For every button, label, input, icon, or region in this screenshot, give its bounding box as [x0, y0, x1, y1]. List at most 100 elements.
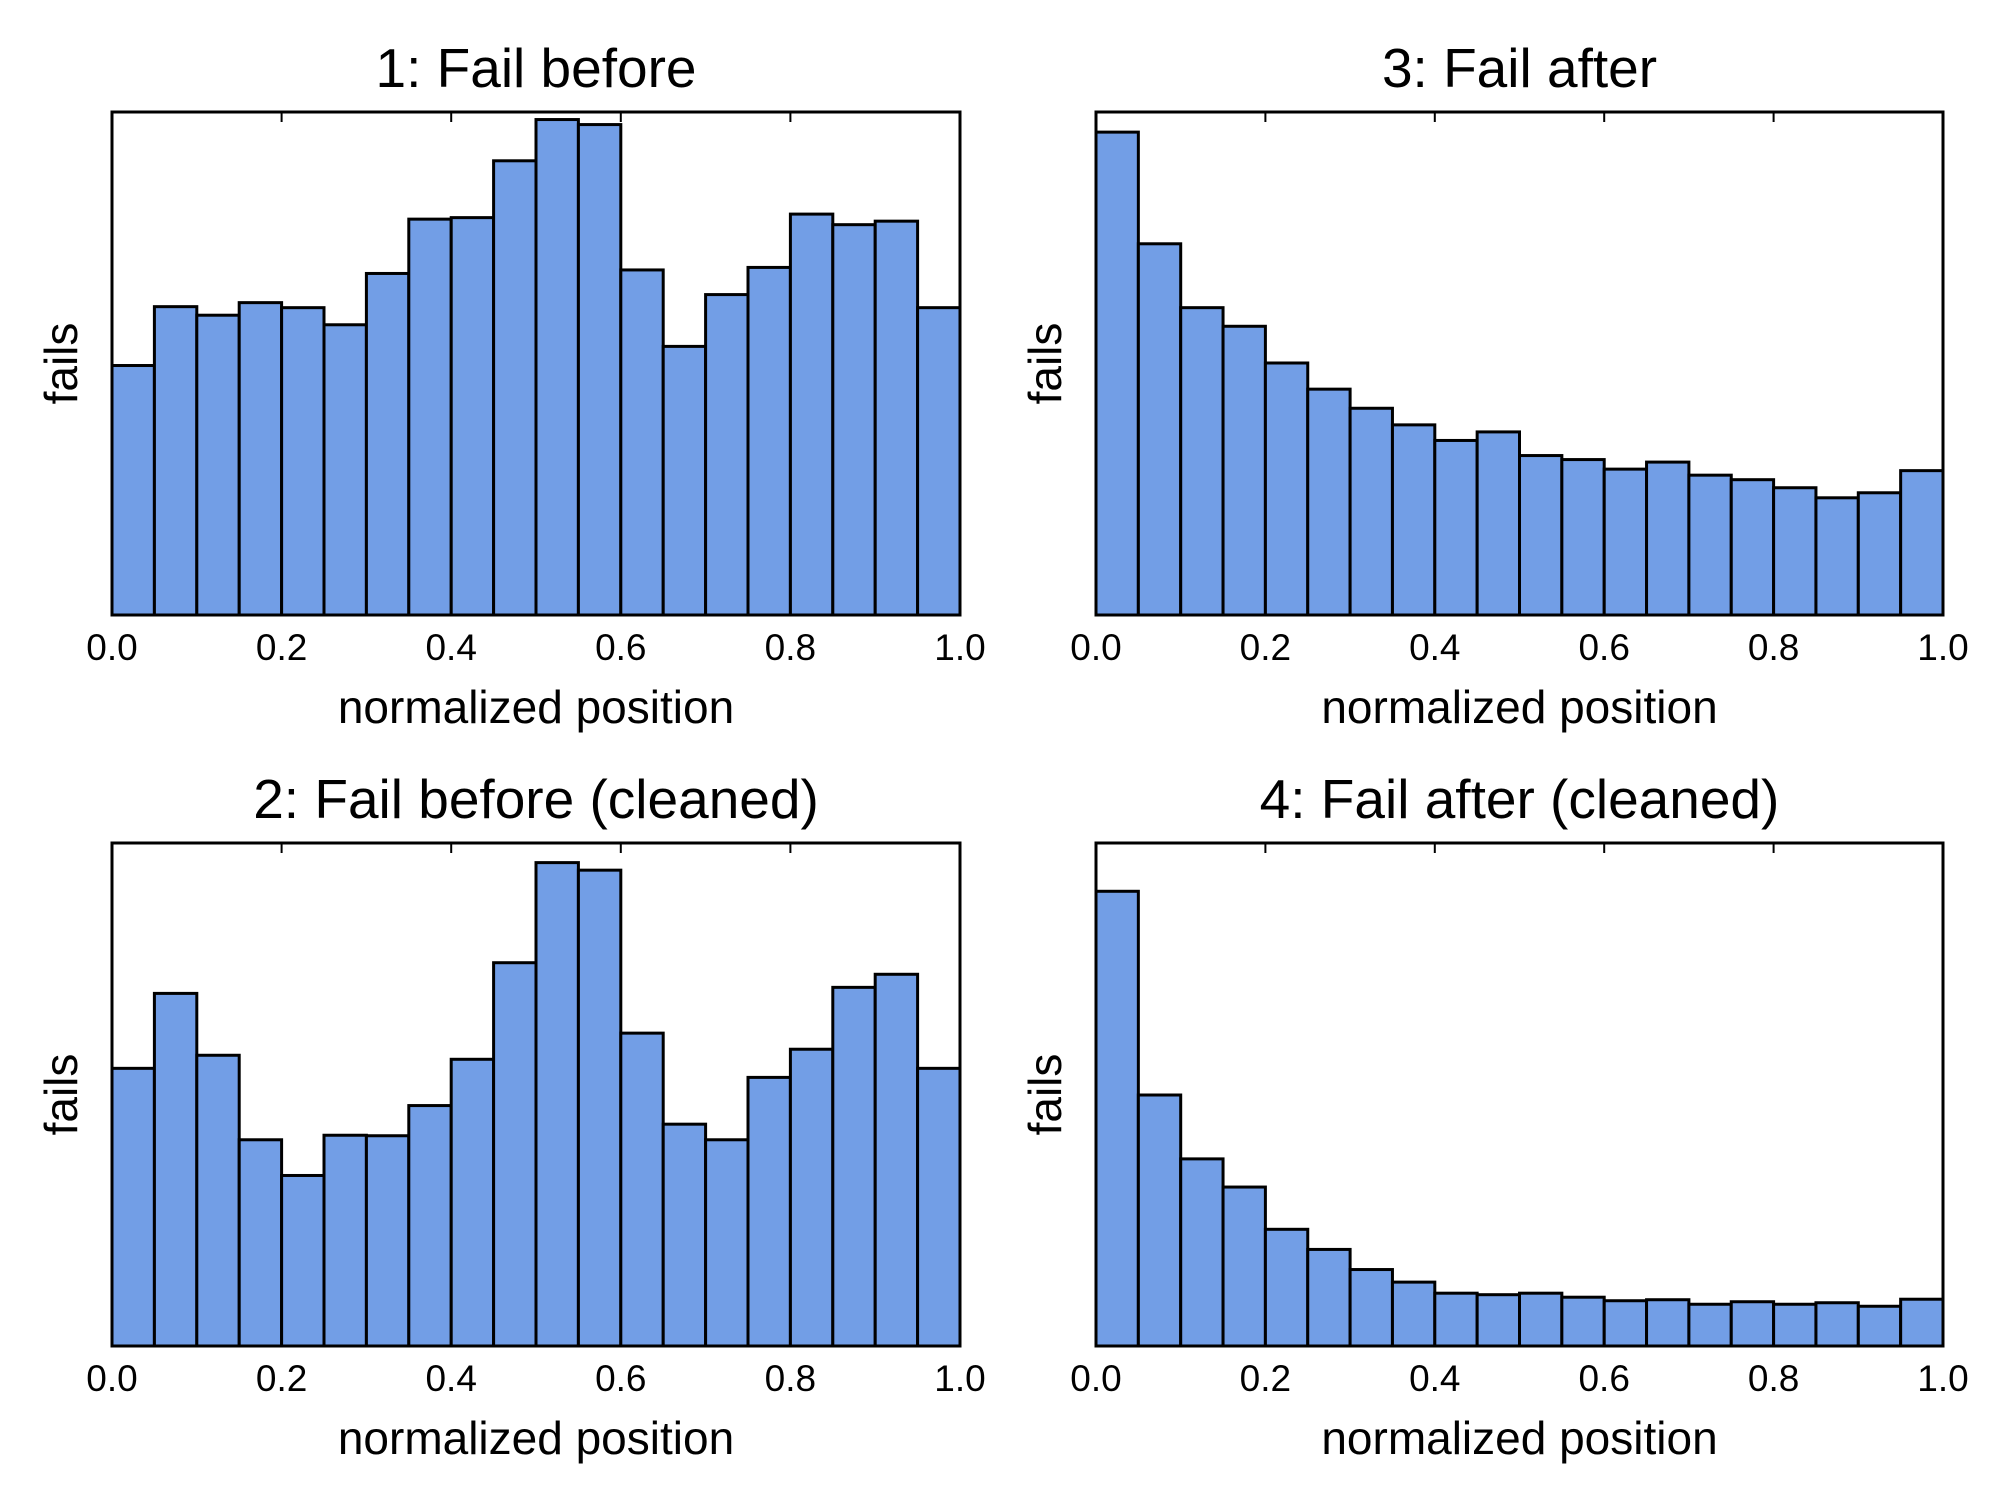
- x-tick-label: 0.8: [765, 627, 816, 668]
- histogram-bar: [492, 961, 538, 1348]
- chart-title: 3: Fail after: [1382, 37, 1657, 99]
- histogram-bar: [1602, 467, 1649, 617]
- x-axis-label: normalized position: [338, 1412, 734, 1464]
- histogram-bar: [534, 861, 580, 1348]
- histogram-bar: [704, 1138, 750, 1348]
- histogram-bar: [364, 271, 411, 617]
- histogram-bar: [280, 306, 326, 617]
- histogram-bar: [1772, 486, 1818, 617]
- histogram-bar: [1263, 361, 1310, 617]
- histogram-bar: [576, 868, 623, 1348]
- chart-panel-fail-before-cleaned: 0.0 0.2 0.4 0.6 0.8 1.0 2: Fail before (cleane…: [35, 768, 986, 1464]
- y-axis-label: fails: [1019, 323, 1071, 405]
- histogram-bar: [1518, 1291, 1564, 1348]
- x-tick-label: 0.6: [595, 627, 646, 668]
- histogram-bar: [1433, 1291, 1479, 1348]
- x-tick-label: 0.8: [1748, 1358, 1799, 1399]
- histogram-bar: [1306, 387, 1352, 617]
- x-tick-label: 0.6: [595, 1358, 646, 1399]
- histogram-bar: [1645, 460, 1691, 617]
- x-axis-label: normalized position: [338, 681, 734, 733]
- histogram-bar: [1602, 1299, 1649, 1348]
- chart-title: 1: Fail before: [375, 37, 696, 99]
- histogram-bar: [1136, 1093, 1183, 1348]
- histogram-bar: [110, 364, 156, 617]
- histogram-bar: [237, 1138, 284, 1348]
- x-tick-label: 0.4: [1409, 627, 1460, 668]
- histogram-bar: [1348, 406, 1394, 617]
- histogram-bar: [1518, 454, 1564, 617]
- histogram-bar: [1814, 1301, 1860, 1348]
- histogram-bar: [1560, 458, 1606, 617]
- histogram-bar: [322, 323, 368, 617]
- histogram-bar: [110, 1066, 156, 1348]
- histogram-bar: [449, 216, 496, 617]
- histogram-bar: [788, 212, 835, 617]
- histogram-bar: [746, 1075, 792, 1348]
- chart-title: 4: Fail after (cleaned): [1260, 768, 1780, 830]
- x-tick-label: 0.8: [765, 1358, 816, 1399]
- histogram-bar: [1856, 491, 1903, 617]
- histogram-bar: [1856, 1304, 1903, 1348]
- plot-frame: [1094, 110, 1945, 617]
- x-tick-label: 0.0: [86, 627, 137, 668]
- histogram-bar: [1814, 496, 1860, 617]
- histogram-bar: [449, 1057, 496, 1348]
- histogram-bar: [831, 985, 877, 1348]
- x-tick-label: 1.0: [934, 1358, 985, 1399]
- x-tick-label: 0.2: [256, 627, 307, 668]
- histogram-bar: [661, 1122, 708, 1348]
- x-tick-label: 0.4: [1409, 1358, 1460, 1399]
- histogram-bar: [1390, 423, 1437, 617]
- histogram-bar: [1560, 1295, 1606, 1348]
- histogram-bar: [1687, 473, 1733, 617]
- histogram-bar: [1729, 478, 1776, 617]
- histogram-bar: [1221, 1185, 1267, 1348]
- x-tick-label: 0.4: [425, 1358, 476, 1399]
- histogram-bar: [704, 293, 750, 617]
- histogram-bar: [1094, 130, 1140, 617]
- histogram-bar: [1263, 1227, 1310, 1348]
- histogram-bar: [407, 1104, 453, 1348]
- histogram-bar: [916, 1066, 962, 1348]
- chart-panel-fail-before: 0.0 0.2 0.4 0.6 0.8 1.0 1: Fail before normaliz…: [35, 37, 986, 733]
- x-tick-label: 1.0: [1917, 627, 1968, 668]
- histogram-bar: [322, 1133, 368, 1348]
- histogram-bar: [1348, 1268, 1394, 1348]
- histogram-bar: [1306, 1247, 1352, 1348]
- histogram-bar: [152, 305, 199, 617]
- histogram-bar: [831, 223, 877, 617]
- histogram-bar: [576, 123, 623, 617]
- histogram-bar: [237, 301, 284, 617]
- histogram-bar: [1645, 1298, 1691, 1348]
- histogram-bar: [364, 1134, 411, 1348]
- x-axis-label: normalized position: [1321, 1412, 1717, 1464]
- histogram-bar: [1899, 1297, 1945, 1348]
- histogram-bar: [407, 217, 453, 617]
- histogram-bar: [1094, 889, 1140, 1348]
- x-tick-label: 0.8: [1748, 627, 1799, 668]
- histogram-bar: [152, 991, 199, 1348]
- histogram-bar: [1179, 1157, 1225, 1348]
- x-tick-label: 0.2: [256, 1358, 307, 1399]
- histogram-bar: [619, 1031, 665, 1348]
- chart-title: 2: Fail before (cleaned): [253, 768, 819, 830]
- x-tick-label: 0.2: [1240, 627, 1291, 668]
- x-tick-label: 1.0: [934, 627, 985, 668]
- y-axis-label: fails: [1019, 1054, 1071, 1136]
- x-tick-label: 0.0: [86, 1358, 137, 1399]
- x-tick-label: 0.4: [425, 627, 476, 668]
- x-tick-label: 1.0: [1917, 1358, 1968, 1399]
- histogram-bar: [1390, 1280, 1437, 1348]
- histogram-bar: [1729, 1300, 1776, 1348]
- histogram-bar: [619, 268, 665, 617]
- plot-frame: [110, 841, 962, 1348]
- histogram-bar: [492, 159, 538, 617]
- histogram-bar: [534, 118, 580, 617]
- y-axis-label: fails: [35, 323, 87, 405]
- x-tick-label: 0.2: [1240, 1358, 1291, 1399]
- histogram-bar: [788, 1047, 835, 1348]
- histogram-bar: [661, 344, 708, 617]
- histogram-bar: [1899, 469, 1945, 617]
